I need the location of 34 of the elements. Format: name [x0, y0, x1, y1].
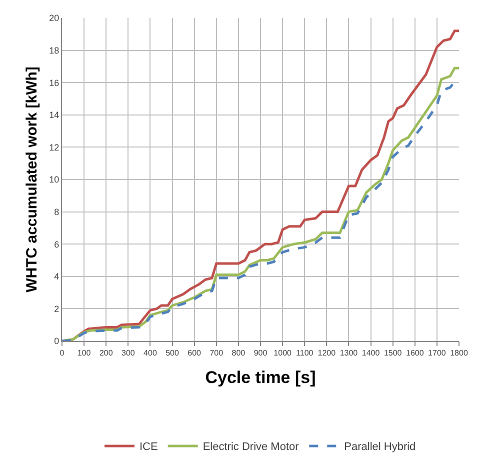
x-tick-label: 400 — [144, 348, 158, 358]
x-tick-label: 1000 — [274, 348, 292, 358]
y-axis-title: WHTC accumulated work [kWh] — [23, 66, 40, 292]
legend-label: ICE — [140, 441, 158, 454]
x-tick-label: 100 — [77, 348, 92, 358]
y-tick-label: 14 — [49, 110, 60, 120]
y-tick-label: 16 — [49, 78, 60, 88]
x-axis-title: Cycle time [s] — [205, 368, 316, 387]
y-tick-label: 8 — [54, 206, 60, 217]
y-tick-label: 12 — [49, 142, 60, 152]
x-tick-label: 500 — [166, 348, 180, 358]
y-tick-label: 0 — [54, 336, 60, 346]
x-tick-label: 1400 — [362, 348, 380, 358]
x-tick-label: 1300 — [340, 348, 358, 358]
x-tick-label: 1200 — [318, 348, 336, 358]
x-tick-label: 900 — [254, 348, 268, 358]
legend-label: Electric Drive Motor — [202, 441, 300, 454]
y-tick-label: 10 — [49, 174, 60, 185]
x-tick-label: 1500 — [384, 348, 402, 358]
x-tick-label: 700 — [210, 348, 224, 358]
x-tick-label: 300 — [121, 348, 136, 358]
y-tick-label: 2 — [54, 304, 60, 314]
x-tick-label: 1600 — [406, 348, 424, 358]
x-tick-label: 600 — [188, 348, 202, 358]
x-tick-label: 800 — [232, 348, 246, 358]
y-tick-label: 18 — [49, 45, 60, 56]
y-tick-label: 20 — [49, 13, 60, 24]
x-tick-label: 1800 — [450, 348, 468, 358]
legend-label: Parallel Hybrid — [344, 441, 416, 454]
x-tick-label: 1100 — [296, 348, 314, 358]
y-tick-label: 4 — [54, 272, 60, 282]
x-tick-label: 1700 — [428, 348, 446, 358]
y-tick-label: 6 — [54, 239, 60, 250]
x-tick-label: 200 — [99, 348, 114, 358]
